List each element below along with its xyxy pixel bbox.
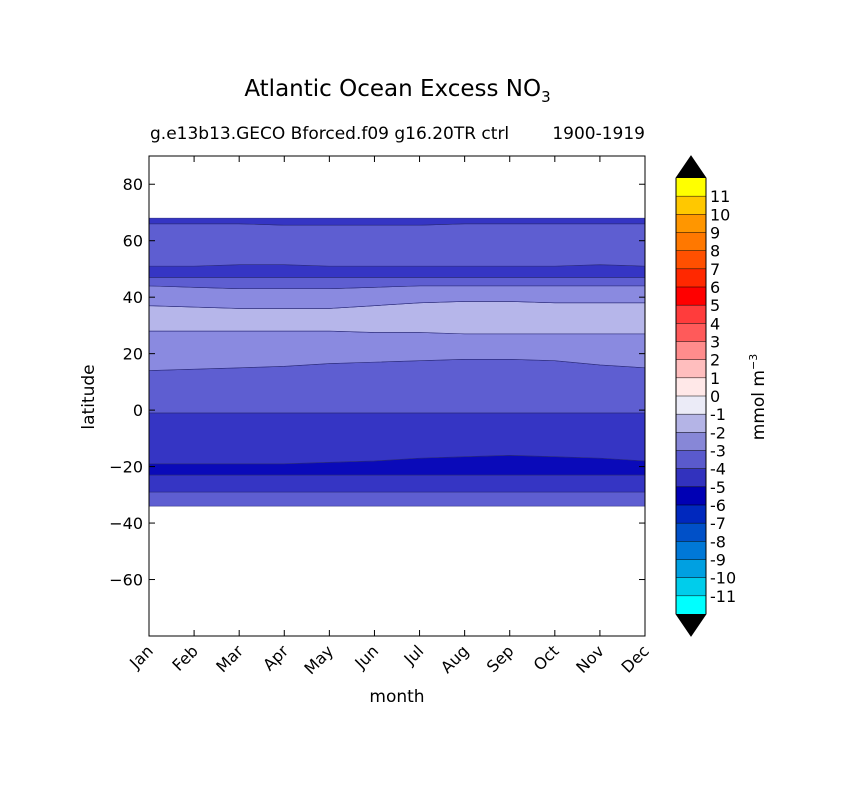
colorbar-tick-label: 0 bbox=[710, 387, 720, 406]
colorbar-tick-label: 5 bbox=[710, 296, 720, 315]
colorbar-tick-label: -2 bbox=[710, 423, 726, 442]
contour-band-0 bbox=[148, 491, 646, 507]
contour-band-1 bbox=[148, 474, 646, 493]
colorbar-swatch bbox=[676, 377, 706, 396]
colorbar-tick-label: 11 bbox=[710, 187, 730, 206]
colorbar-swatch bbox=[676, 196, 706, 215]
y-tick-label: 20 bbox=[123, 345, 143, 364]
x-tick-label: Nov bbox=[572, 641, 608, 677]
colorbar-swatch bbox=[676, 305, 706, 324]
x-axis-label: month bbox=[369, 687, 425, 707]
colorbar-swatch bbox=[676, 250, 706, 269]
colorbar-tick-label: 8 bbox=[710, 242, 720, 261]
colorbar-swatch bbox=[676, 396, 706, 415]
colorbar-tick-label: -7 bbox=[710, 514, 726, 533]
y-tick-label: 40 bbox=[123, 288, 143, 307]
colorbar-swatch bbox=[676, 523, 706, 542]
y-tick-label: 80 bbox=[123, 175, 143, 194]
colorbar-tick-label: 9 bbox=[710, 224, 720, 243]
plot-frame bbox=[148, 155, 646, 637]
colorbar-swatch bbox=[676, 287, 706, 306]
x-tick-label: Apr bbox=[259, 641, 292, 674]
colorbar-swatch bbox=[676, 359, 706, 378]
chart-title: Atlantic Ocean Excess NO3 bbox=[244, 76, 551, 106]
colorbar-swatch bbox=[676, 268, 706, 287]
x-tick-label: May bbox=[300, 641, 337, 678]
colorbar-tick-label: -10 bbox=[710, 569, 736, 588]
colorbar-tick-label: 6 bbox=[710, 278, 720, 297]
colorbar-swatch bbox=[676, 595, 706, 614]
colorbar-swatch bbox=[676, 414, 706, 433]
colorbar-tick-label: 2 bbox=[710, 351, 720, 370]
colorbar-swatch bbox=[676, 214, 706, 233]
colorbar-tick-label: -9 bbox=[710, 551, 726, 570]
y-tick-label: 0 bbox=[133, 401, 143, 420]
colorbar-swatch bbox=[676, 559, 706, 578]
colorbar-swatch bbox=[676, 468, 706, 487]
chart-subtitle-case: g.e13b13.GECO Bforced.f09 g16.20TR ctrl bbox=[150, 124, 510, 144]
colorbar-tick-label: -8 bbox=[710, 532, 726, 551]
x-tick-label: Dec bbox=[617, 641, 652, 676]
x-tick-label: Aug bbox=[437, 641, 473, 677]
colorbar-swatch bbox=[676, 232, 706, 251]
colorbar-tick-label: 7 bbox=[710, 260, 720, 279]
colorbar-tick-label: -6 bbox=[710, 496, 726, 515]
colorbar-tick-label: 10 bbox=[710, 205, 730, 224]
colorbar-tick-label: -1 bbox=[710, 405, 726, 424]
y-tick-label: 60 bbox=[123, 232, 143, 251]
colorbar-tick-label: -3 bbox=[710, 442, 726, 461]
colorbar-swatch bbox=[676, 577, 706, 596]
x-tick-label: Feb bbox=[168, 641, 201, 674]
colorbar-swatch bbox=[676, 541, 706, 560]
colorbar-outline bbox=[675, 155, 707, 637]
colorbar-tick-label: -11 bbox=[710, 587, 736, 606]
x-tick-label: Jul bbox=[400, 641, 428, 669]
colorbar-tick-label: 1 bbox=[710, 369, 720, 388]
contour-band-10 bbox=[148, 223, 646, 267]
chart-subtitle-years: 1900-1919 bbox=[552, 124, 645, 144]
colorbar-tick-label: 3 bbox=[710, 333, 720, 352]
x-tick-label: Sep bbox=[483, 641, 518, 676]
x-tick-label: Mar bbox=[212, 641, 247, 676]
contour-band-3 bbox=[148, 412, 646, 465]
colorbar-extend-top bbox=[676, 156, 706, 178]
y-tick-label: −40 bbox=[109, 514, 143, 533]
colorbar-swatch bbox=[676, 486, 706, 505]
colorbar-extend-bottom bbox=[676, 614, 706, 636]
x-tick-label: Jun bbox=[350, 641, 382, 673]
colorbar-swatch bbox=[676, 505, 706, 524]
colorbar-swatch bbox=[676, 178, 706, 197]
x-tick-label: Jan bbox=[125, 641, 157, 673]
colorbar-tick-label: -5 bbox=[710, 478, 726, 497]
y-tick-label: −60 bbox=[109, 571, 143, 590]
x-tick-label: Oct bbox=[530, 641, 563, 674]
colorbar-tick-label: 4 bbox=[710, 314, 720, 333]
contour-band-9 bbox=[148, 264, 646, 278]
colorbar-tick-label: -4 bbox=[710, 460, 726, 479]
colorbar-swatch bbox=[676, 341, 706, 360]
colorbar-swatch bbox=[676, 323, 706, 342]
y-tick-label: −20 bbox=[109, 458, 143, 477]
colorbar-swatch bbox=[676, 450, 706, 469]
colorbar-swatch bbox=[676, 432, 706, 451]
